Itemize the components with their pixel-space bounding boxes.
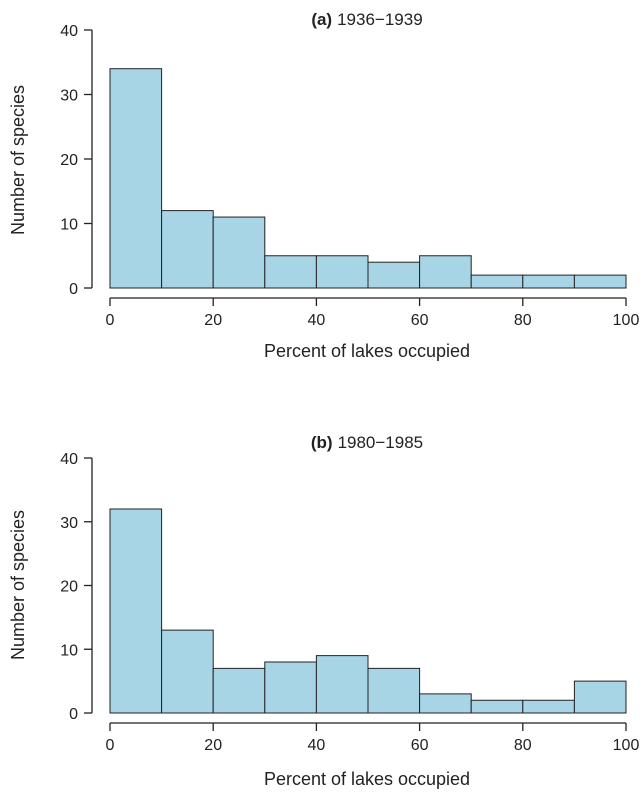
panel-b: (b) 1980−1985 Number of species Percent o… [8, 433, 639, 789]
panel-b-bar-4 [315, 655, 369, 714]
panel-a-bar-6 [419, 255, 472, 289]
panel-a-y-axis-label: Number of species [8, 85, 28, 235]
panel-b-bar-2 [212, 667, 266, 714]
panel-b-y-axis-label: Number of species [8, 510, 28, 660]
panel-b-x-tick-label-0: 0 [106, 737, 115, 754]
panel-a-y-tick-label-3: 30 [60, 88, 78, 105]
panel-b-bar-9 [573, 680, 627, 714]
panel-a-y-tick-label-4: 40 [60, 23, 78, 40]
panel-a-y-tick-label-2: 20 [60, 152, 78, 169]
panel-a-bar-8 [522, 274, 575, 289]
panel-a-title: (a) 1936−1939 [311, 10, 422, 29]
panel-a-x-tick-label-4: 80 [514, 312, 532, 329]
panel-b-bar-7 [470, 699, 524, 714]
panel-a-bar-7 [470, 274, 524, 289]
panel-b-bar-1 [161, 629, 214, 714]
panel-b-bar-8 [522, 699, 575, 714]
panel-a-y-tick-label-1: 10 [60, 217, 78, 234]
panel-a-bar-3 [264, 255, 317, 289]
panel-a: (a) 1936−1939 Number of species Percent o… [8, 10, 639, 361]
panel-b-y-tick-label-4: 40 [60, 451, 78, 468]
panel-b-bar-6 [419, 693, 472, 714]
panel-b-x-axis-label: Percent of lakes occupied [264, 769, 470, 789]
panel-b-title-tag: (b) [311, 433, 333, 452]
panel-b-x-tick-label-4: 80 [514, 737, 532, 754]
panel-a-x-tick-label-0: 0 [106, 312, 115, 329]
panel-a-x-tick-label-2: 40 [308, 312, 326, 329]
panel-b-x-tick-label-2: 40 [308, 737, 326, 754]
panel-a-x-tick-label-5: 100 [613, 312, 640, 329]
panel-a-bar-9 [573, 274, 627, 289]
panel-b-y-tick-label-1: 10 [60, 642, 78, 659]
panel-b-y-tick-label-0: 0 [69, 706, 78, 723]
panel-b-y-tick-label-3: 30 [60, 515, 78, 532]
panel-b-y-tick-label-2: 20 [60, 579, 78, 596]
panel-a-y-tick-label-0: 0 [69, 281, 78, 298]
panel-a-bar-5 [367, 261, 421, 289]
panel-b-bars [109, 508, 627, 714]
panel-a-bar-1 [161, 210, 214, 289]
panel-a-x-tick-label-3: 60 [411, 312, 429, 329]
panel-a-title-tag: (a) [311, 10, 332, 29]
panel-a-bar-0 [109, 68, 163, 289]
panel-b-x-tick-label-1: 20 [204, 737, 222, 754]
panel-b-x-tick-label-3: 60 [411, 737, 429, 754]
panel-b-bar-3 [264, 661, 317, 714]
panel-b-title-years: 1980−1985 [338, 433, 424, 452]
panel-b-title: (b) 1980−1985 [311, 433, 423, 452]
panel-a-title-years: 1936−1939 [337, 10, 423, 29]
panel-a-bar-4 [315, 255, 369, 289]
panel-b-x-tick-label-5: 100 [613, 737, 640, 754]
panel-a-x-axis-label: Percent of lakes occupied [264, 341, 470, 361]
panel-a-bar-2 [212, 216, 266, 289]
panel-a-bars [109, 68, 627, 289]
panel-b-bar-0 [109, 508, 163, 714]
panel-b-bar-5 [367, 667, 421, 714]
panel-a-x-tick-label-1: 20 [204, 312, 222, 329]
panel-a-axes: 0 20 40 60 80 100 0 10 20 30 40 [60, 23, 639, 329]
panel-b-axes: 0 20 40 60 80 100 0 10 20 30 40 [60, 451, 639, 754]
